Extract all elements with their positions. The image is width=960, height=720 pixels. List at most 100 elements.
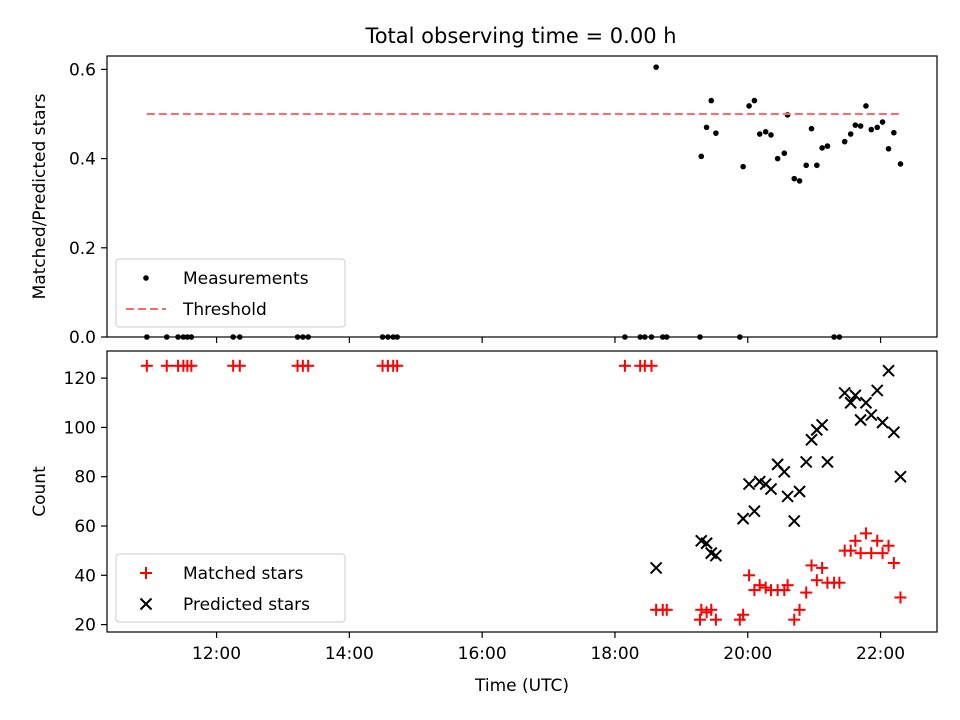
matched-star-marker (871, 534, 884, 547)
marker-stroke (805, 433, 818, 446)
y-tick-label: 60 (74, 517, 96, 537)
predicted-star-marker (764, 482, 778, 496)
matched-star-marker (185, 359, 198, 372)
marker-stroke (854, 413, 867, 427)
predicted-star-marker (815, 418, 829, 432)
measurement-point (868, 126, 875, 133)
x-tick-label: 20:00 (723, 644, 772, 664)
legend: Measurements Threshold (115, 258, 346, 328)
matched-star-marker (865, 547, 878, 560)
matched-star-marker (302, 359, 315, 372)
predicted-star-marker (781, 490, 794, 503)
matched-star-marker (618, 359, 631, 372)
measurement-point (847, 131, 854, 137)
matched-star-marker (844, 544, 857, 557)
y-tick-label: 0.0 (69, 328, 96, 348)
marker-stroke (865, 408, 878, 422)
marker-stroke (859, 396, 873, 409)
measurement-point (740, 163, 746, 170)
matched-star-marker (753, 579, 766, 592)
measurement-point (774, 155, 781, 162)
marker-stroke (778, 465, 791, 478)
marker-stroke (764, 482, 778, 496)
predicted-star-marker (742, 477, 756, 491)
legend-x-marker (139, 597, 153, 611)
predicted-star-marker (805, 433, 818, 446)
measurement-point (768, 132, 774, 138)
matched-star-marker (660, 603, 673, 616)
predicted-star-marker (778, 465, 791, 478)
marker-stroke (838, 386, 851, 400)
marker-stroke (736, 512, 750, 525)
marker-stroke (753, 475, 766, 488)
y-axis-label: Matched/Predicted stars (30, 93, 50, 299)
y-tick-label: 0.6 (69, 60, 96, 80)
measurement-point (708, 97, 715, 104)
matched-star-marker (709, 613, 722, 626)
marker-stroke (649, 561, 663, 575)
marker-stroke (788, 514, 801, 528)
measurement-point (891, 129, 897, 136)
legend-dot-marker (143, 275, 149, 281)
matched-star-marker (233, 359, 246, 372)
matched-star-marker (810, 574, 823, 587)
x-tick-label: 12:00 (192, 644, 241, 664)
matched-star-marker (805, 559, 818, 572)
matched-star-marker (793, 603, 806, 616)
predicted-star-marker (854, 413, 867, 427)
x-tick-label: 18:00 (590, 644, 639, 664)
matched-star-marker (816, 561, 829, 574)
y-tick-label: 0.2 (69, 239, 96, 259)
y-tick-label: 40 (74, 566, 96, 586)
predicted-star-marker (876, 416, 889, 429)
marker-stroke (876, 416, 889, 429)
predicted-star-marker (894, 470, 907, 483)
measurement-point (713, 130, 719, 136)
matched-star-marker (693, 613, 706, 626)
measurement-point (841, 138, 848, 145)
x-tick-label: 16:00 (458, 644, 507, 664)
measurement-point (897, 161, 904, 167)
matched-star-marker (887, 556, 900, 569)
marker-stroke (821, 455, 834, 469)
y-tick-label: 20 (74, 616, 96, 636)
predicted-star-marker (859, 396, 873, 409)
matched-star-marker (759, 581, 772, 594)
marker-stroke (849, 389, 862, 402)
marker-stroke (887, 426, 901, 439)
predicted-star-marker (887, 426, 901, 439)
marker-stroke (799, 455, 813, 469)
predicted-star-marker (838, 386, 851, 400)
measurement-point (863, 103, 869, 109)
y-tick-label: 80 (74, 468, 96, 488)
predicted-star-marker (649, 561, 663, 575)
marker-stroke (742, 477, 756, 491)
matched-star-marker (140, 359, 153, 372)
measurement-point (814, 162, 820, 169)
y-axis-label: Count (30, 466, 50, 517)
axes-frame (106, 350, 938, 633)
measurement-point (796, 178, 803, 184)
legend-label: Threshold (182, 300, 267, 320)
predicted-star-marker (709, 549, 723, 562)
legend-label: Predicted stars (183, 595, 310, 615)
predicted-star-marker (871, 384, 884, 397)
x-axis-label: Time (UTC) (474, 676, 569, 696)
matched-star-marker (849, 534, 862, 547)
measurement-point (653, 64, 659, 70)
legend-label: Matched stars (183, 564, 303, 584)
predicted-star-marker (793, 485, 806, 498)
figure-title: Total observing time = 0.00 h (364, 24, 676, 48)
matched-star-marker (160, 359, 173, 372)
measurement-point (703, 124, 710, 131)
matched-star-marker (894, 591, 907, 604)
measurement-point (762, 129, 769, 135)
y-tick-label: 100 (64, 418, 96, 438)
measurement-point (808, 125, 815, 132)
marker-stroke (894, 470, 907, 483)
predicted-star-marker (736, 512, 750, 525)
predicted-star-marker (844, 396, 857, 409)
matched-star-marker (743, 569, 756, 582)
measurement-point (791, 175, 798, 182)
